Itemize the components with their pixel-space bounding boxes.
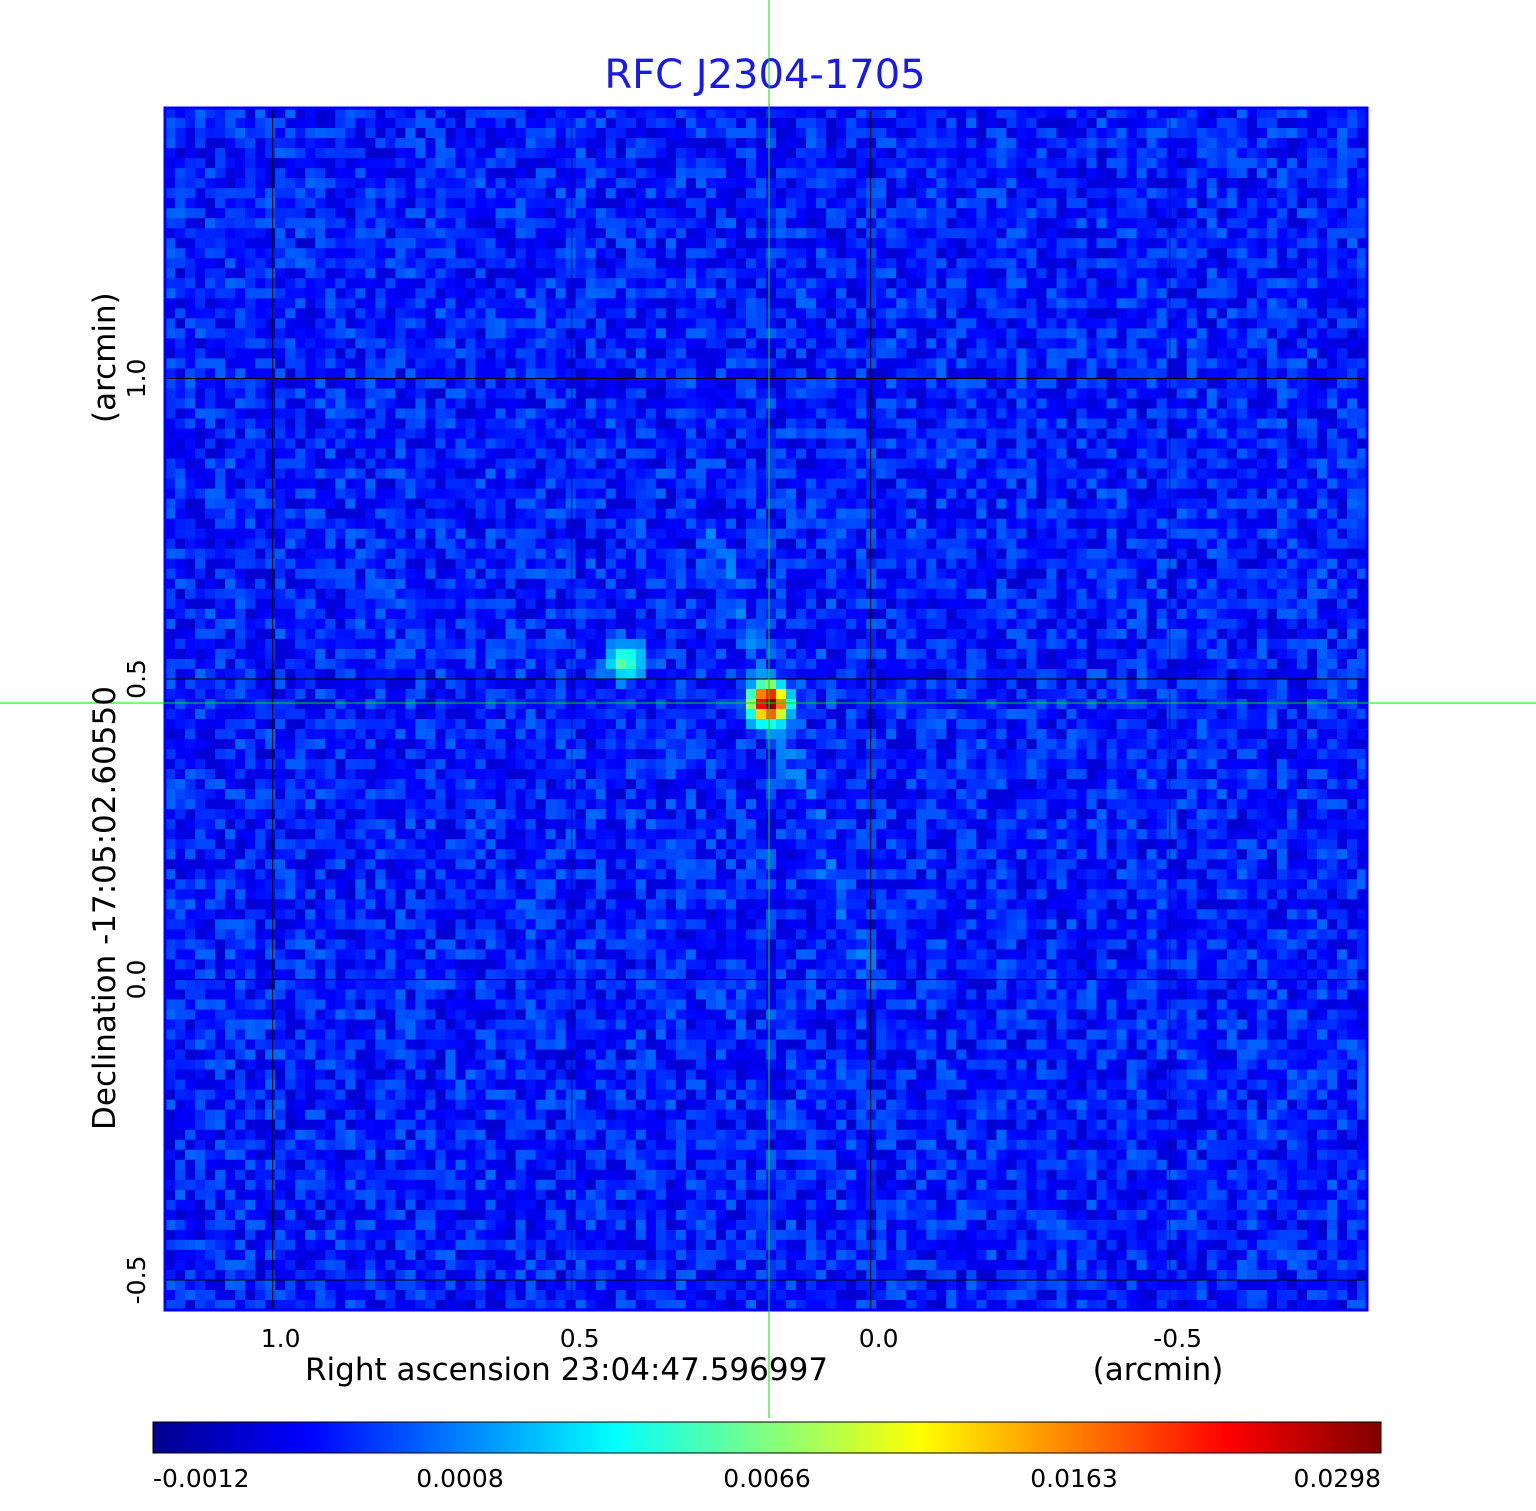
- colorbar-tick-label: 0.0298: [1294, 1464, 1381, 1493]
- x-tick-label: -0.5: [1153, 1324, 1202, 1353]
- crosshair: [0, 0, 1536, 1418]
- y-axis-label: Declination -17:05:02.60550: [87, 686, 123, 1130]
- x-tick-label: 1.0: [261, 1324, 301, 1353]
- y-tick-labels: -0.5 0.0 0.5 1.0: [122, 359, 151, 1305]
- y-axis-unit: (arcmin): [87, 292, 123, 423]
- y-tick-label: -0.5: [122, 1256, 151, 1305]
- colorbar-tick-labels: -0.0012 0.0008 0.0066 0.0163 0.0298: [153, 1464, 1381, 1493]
- plot-frame: [163, 106, 1369, 1312]
- x-axis-label: Right ascension 23:04:47.596997: [305, 1352, 828, 1388]
- coordinate-grid: [165, 108, 1367, 1310]
- y-tick-label: 0.5: [122, 659, 151, 699]
- intensity-map: [165, 108, 1368, 1311]
- chart-title: RFC J2304-1705: [604, 52, 925, 98]
- y-tick-label: 1.0: [122, 359, 151, 399]
- x-tick-labels: 1.0 0.5 0.0 -0.5: [261, 1324, 1202, 1353]
- colorbar: [152, 1421, 1382, 1454]
- colorbar-tick-label: 0.0066: [723, 1464, 810, 1493]
- colorbar-tick-label: 0.0008: [416, 1464, 503, 1493]
- x-axis-unit: (arcmin): [1093, 1352, 1224, 1388]
- x-tick-label: 0.0: [859, 1324, 899, 1353]
- y-tick-label: 0.0: [122, 960, 151, 1000]
- x-tick-label: 0.5: [560, 1324, 600, 1353]
- colorbar-tick-label: 0.0163: [1030, 1464, 1117, 1493]
- colorbar-tick-label: -0.0012: [153, 1464, 250, 1493]
